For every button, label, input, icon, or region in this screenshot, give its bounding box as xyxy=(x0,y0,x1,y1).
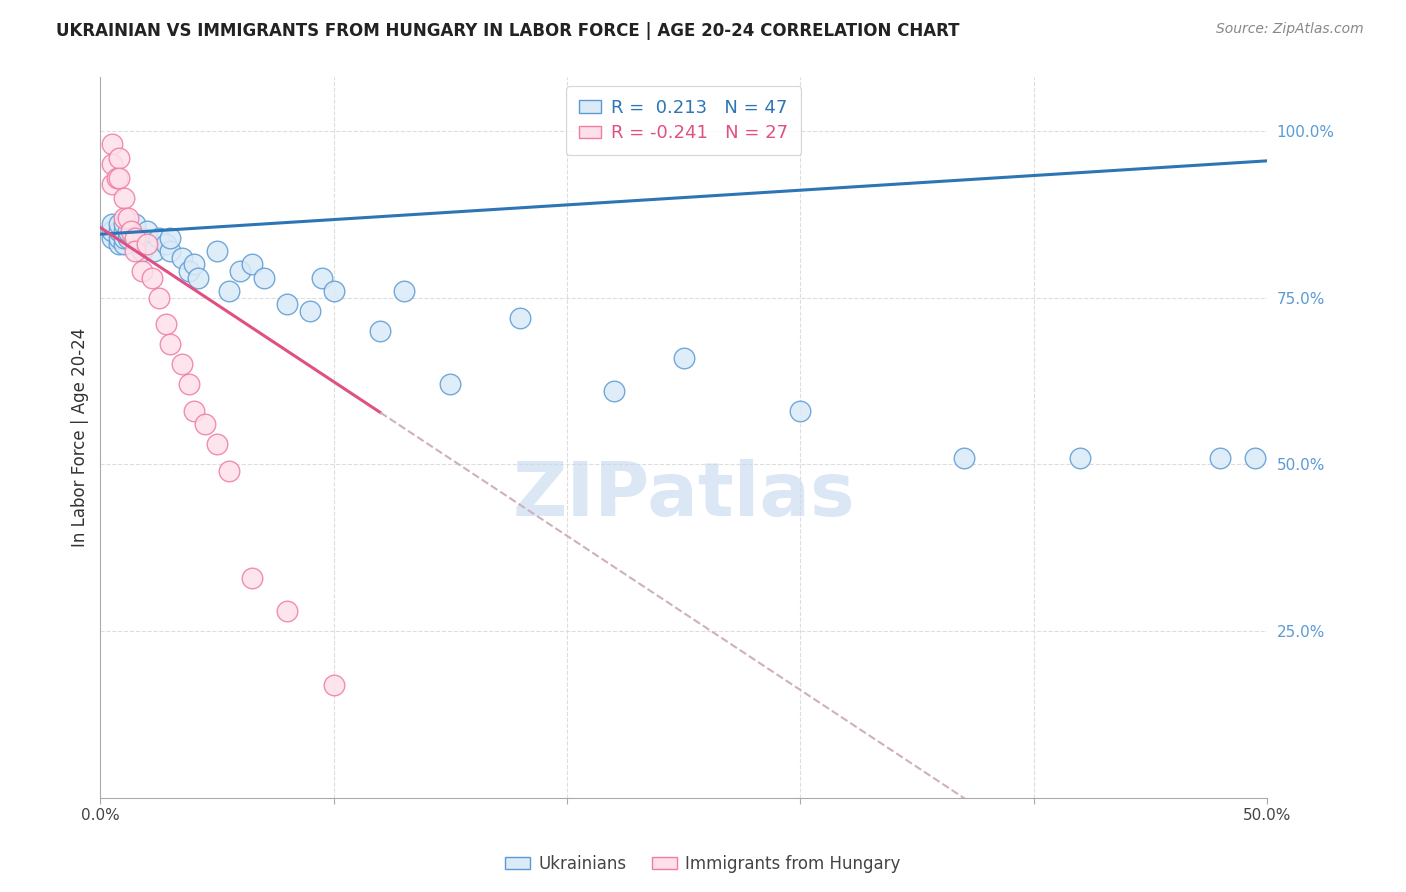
Point xyxy=(439,377,461,392)
Point xyxy=(240,571,263,585)
Point xyxy=(143,244,166,258)
Point xyxy=(117,211,139,225)
Point xyxy=(155,237,177,252)
Point xyxy=(148,230,170,244)
Point xyxy=(124,230,146,244)
Point xyxy=(101,178,124,192)
Point xyxy=(112,224,135,238)
Point xyxy=(117,230,139,244)
Point xyxy=(136,224,159,238)
Point xyxy=(322,284,344,298)
Point xyxy=(509,310,531,325)
Point xyxy=(101,224,124,238)
Point xyxy=(131,230,153,244)
Point xyxy=(148,291,170,305)
Point xyxy=(159,230,181,244)
Point xyxy=(155,318,177,332)
Point xyxy=(311,270,333,285)
Point xyxy=(108,230,131,244)
Point xyxy=(240,257,263,271)
Point xyxy=(170,357,193,371)
Point xyxy=(108,170,131,185)
Point xyxy=(159,337,181,351)
Point xyxy=(322,678,344,692)
Point xyxy=(159,244,181,258)
Point xyxy=(952,450,974,465)
Point xyxy=(170,251,193,265)
Point xyxy=(194,417,217,432)
Point xyxy=(101,230,124,244)
Point xyxy=(108,237,131,252)
Text: UKRAINIAN VS IMMIGRANTS FROM HUNGARY IN LABOR FORCE | AGE 20-24 CORRELATION CHAR: UKRAINIAN VS IMMIGRANTS FROM HUNGARY IN … xyxy=(56,22,960,40)
Point xyxy=(299,304,322,318)
Point xyxy=(101,137,124,152)
Point xyxy=(112,190,135,204)
Y-axis label: In Labor Force | Age 20-24: In Labor Force | Age 20-24 xyxy=(72,328,89,548)
Point xyxy=(229,264,252,278)
Point xyxy=(1069,450,1091,465)
Point xyxy=(124,244,146,258)
Point xyxy=(177,264,200,278)
Point xyxy=(276,297,298,311)
Point xyxy=(789,404,811,418)
Point xyxy=(183,257,205,271)
Point xyxy=(177,377,200,392)
Point xyxy=(105,170,128,185)
Point xyxy=(187,270,209,285)
Legend: R =  0.213   N = 47, R = -0.241   N = 27: R = 0.213 N = 47, R = -0.241 N = 27 xyxy=(567,87,801,155)
Text: ZIPatlas: ZIPatlas xyxy=(512,458,855,532)
Point xyxy=(108,151,131,165)
Point xyxy=(136,237,159,252)
Point xyxy=(392,284,415,298)
Point xyxy=(672,351,695,365)
Point xyxy=(112,217,135,231)
Point xyxy=(136,237,159,252)
Point xyxy=(183,404,205,418)
Point xyxy=(218,284,240,298)
Point xyxy=(1244,450,1267,465)
Point xyxy=(112,230,135,244)
Legend: Ukrainians, Immigrants from Hungary: Ukrainians, Immigrants from Hungary xyxy=(499,848,907,880)
Point xyxy=(101,217,124,231)
Point xyxy=(205,244,228,258)
Point xyxy=(370,324,392,338)
Point xyxy=(124,217,146,231)
Point xyxy=(141,270,163,285)
Point xyxy=(101,157,124,171)
Point xyxy=(108,224,131,238)
Point xyxy=(276,604,298,618)
Point xyxy=(1209,450,1232,465)
Point xyxy=(108,217,131,231)
Point xyxy=(112,211,135,225)
Point xyxy=(218,464,240,478)
Point xyxy=(205,437,228,451)
Point xyxy=(112,237,135,252)
Text: Source: ZipAtlas.com: Source: ZipAtlas.com xyxy=(1216,22,1364,37)
Point xyxy=(602,384,624,398)
Point xyxy=(131,244,153,258)
Point xyxy=(253,270,276,285)
Point xyxy=(120,224,142,238)
Point xyxy=(117,224,139,238)
Point xyxy=(131,264,153,278)
